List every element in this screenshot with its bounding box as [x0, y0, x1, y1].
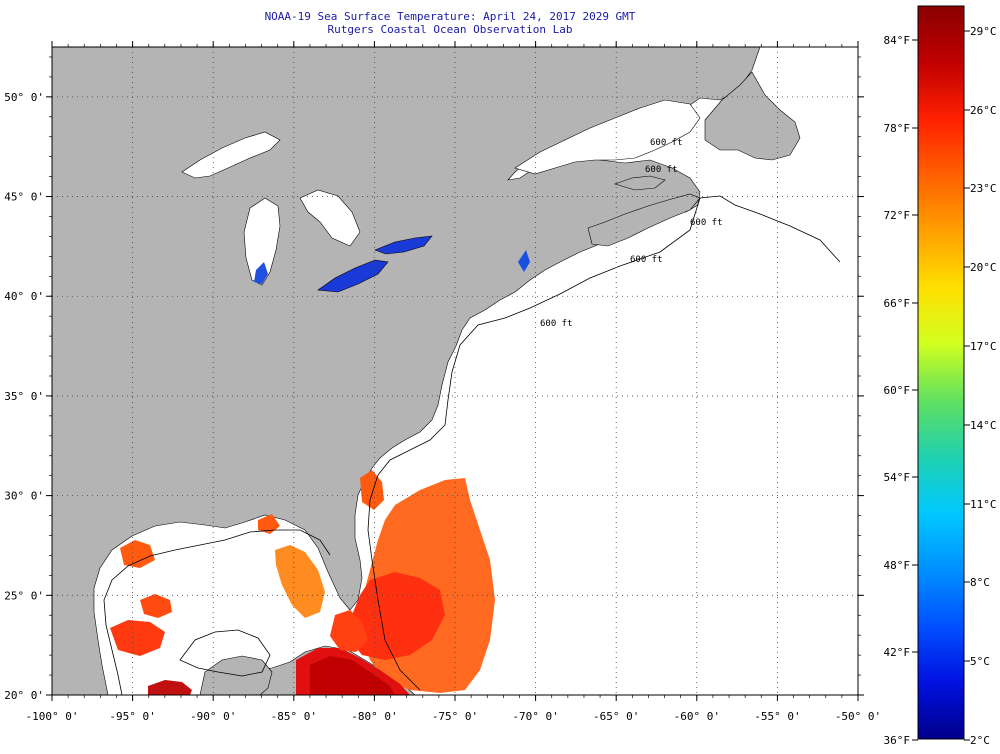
graticule: [52, 47, 858, 695]
contour-600ft-gulf: [103, 529, 331, 695]
colorbar-fahrenheit-label: 84°F: [884, 34, 911, 47]
colorbar-fahrenheit-label: 36°F: [884, 734, 911, 747]
colorbar-celsius-label: 11°C: [970, 498, 997, 511]
lon-tick-label: -75° 0': [432, 710, 478, 723]
map-subtitle: Rutgers Coastal Ocean Observation Lab: [327, 23, 573, 36]
colorbar-celsius-label: 14°C: [970, 419, 997, 432]
map-title: NOAA-19 Sea Surface Temperature: April 2…: [264, 10, 636, 23]
lon-tick-label: -85° 0': [271, 710, 317, 723]
colorbar-fahrenheit-label: 78°F: [884, 122, 911, 135]
lake-ontario: [374, 235, 433, 255]
colorbar-celsius-label: 29°C: [970, 25, 997, 38]
contour-label: 600 ft: [650, 138, 683, 148]
lake-michigan-ice: [254, 262, 268, 284]
lat-tick-label: 20° 0': [4, 689, 44, 702]
colorbar-labels: 84°F 78°F 72°F 66°F 60°F 54°F 48°F 42°F 36°F 29°C…: [884, 25, 997, 747]
lon-tick-label: -55° 0': [754, 710, 800, 723]
lat-tick-label: 35° 0': [4, 390, 44, 403]
contour-label: 600 ft: [630, 255, 663, 265]
colorbar-celsius-label: 5°C: [970, 655, 990, 668]
land-pei: [614, 175, 666, 191]
lat-tick-label: 50° 0': [4, 91, 44, 104]
contour-label: 600 ft: [690, 218, 723, 228]
lon-tick-label: -100° 0': [26, 710, 79, 723]
lat-tick-label: 45° 0': [4, 191, 44, 204]
lat-tick-label: 25° 0': [4, 589, 44, 602]
colorbar-celsius-label: 17°C: [970, 340, 997, 353]
lake-superior: [181, 131, 281, 179]
contour-label: 600 ft: [645, 165, 678, 175]
lon-tick-label: -60° 0': [674, 710, 720, 723]
lon-tick-label: -65° 0': [593, 710, 639, 723]
lake-erie: [317, 259, 389, 293]
lake-huron: [299, 189, 361, 247]
colorbar-celsius-label: 2°C: [970, 734, 990, 747]
lon-tick-label: -80° 0': [351, 710, 397, 723]
land-yucatan: [199, 655, 273, 695]
st-lawrence-gulf: [514, 99, 701, 175]
lon-tick-label: -90° 0': [190, 710, 236, 723]
colorbar-celsius-label: 8°C: [970, 576, 990, 589]
colorbar-celsius-label: 26°C: [970, 104, 997, 117]
colorbar-fahrenheit-label: 54°F: [884, 471, 911, 484]
lake-michigan: [243, 197, 281, 286]
lat-tick-label: 40° 0': [4, 290, 44, 303]
contour-600ft: [367, 195, 841, 691]
map-frame: [51, 46, 859, 696]
colorbar: [917, 5, 965, 740]
contour-600ft-loop: [179, 629, 271, 677]
sst-patches: [110, 250, 530, 695]
colorbar-celsius-label: 20°C: [970, 261, 997, 274]
lat-tick-label: 30° 0': [4, 490, 44, 503]
axis-ticks: -100° 0' -95° 0' -90° 0' -85° 0' -80° 0' -75°…: [4, 41, 881, 723]
land-newfoundland: [704, 71, 801, 161]
contour-label: 600 ft: [540, 319, 573, 329]
colorbar-celsius-label: 23°C: [970, 182, 997, 195]
colorbar-fahrenheit-label: 60°F: [884, 384, 911, 397]
colorbar-fahrenheit-label: 66°F: [884, 297, 911, 310]
colorbar-fahrenheit-label: 72°F: [884, 209, 911, 222]
colorbar-fahrenheit-label: 48°F: [884, 559, 911, 572]
lon-tick-label: -95° 0': [109, 710, 155, 723]
colorbar-fahrenheit-label: 42°F: [884, 646, 911, 659]
lon-tick-label: -70° 0': [512, 710, 558, 723]
lon-tick-label: -50° 0': [835, 710, 881, 723]
